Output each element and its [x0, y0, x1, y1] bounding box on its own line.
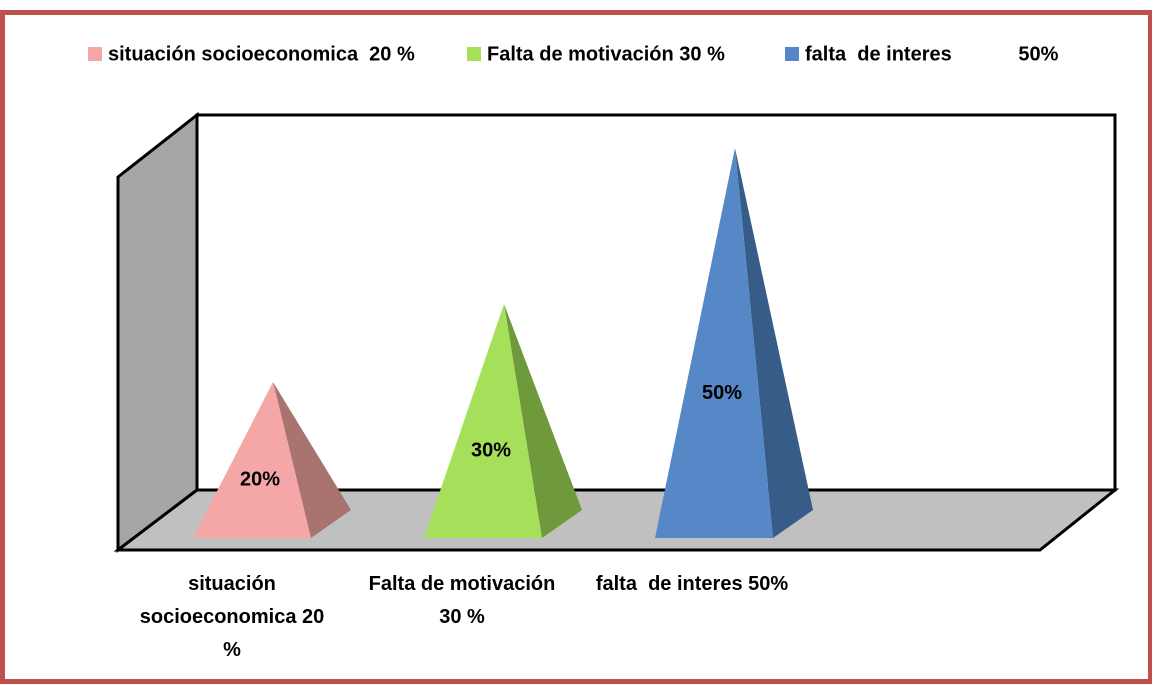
legend-label: falta de interes 50% — [805, 43, 1059, 65]
pyramid-side — [273, 382, 351, 538]
pyramid-front — [193, 382, 311, 538]
x-tick-label: situación socioeconomica 20 % — [139, 573, 325, 661]
legend-swatch — [467, 47, 481, 61]
pyramid-side — [504, 304, 582, 538]
pyramid-side — [735, 148, 813, 538]
legend-label: Falta de motivación 30 % — [487, 43, 725, 65]
data-label: 50% — [702, 382, 742, 404]
legend-swatch — [785, 47, 799, 61]
pyramid-front — [424, 304, 542, 538]
floor — [113, 488, 1120, 552]
legend-swatch — [88, 47, 102, 61]
back-wall — [195, 113, 1117, 492]
x-tick-label: Falta de motivación 30 % — [368, 573, 561, 628]
data-label: 30% — [471, 440, 511, 462]
pyramid-front — [655, 148, 773, 538]
side-wall — [116, 111, 199, 554]
data-label: 20% — [240, 469, 280, 491]
x-tick-label: falta de interes 50% — [595, 573, 789, 595]
legend-label: situación socioeconomica 20 % — [108, 43, 415, 65]
